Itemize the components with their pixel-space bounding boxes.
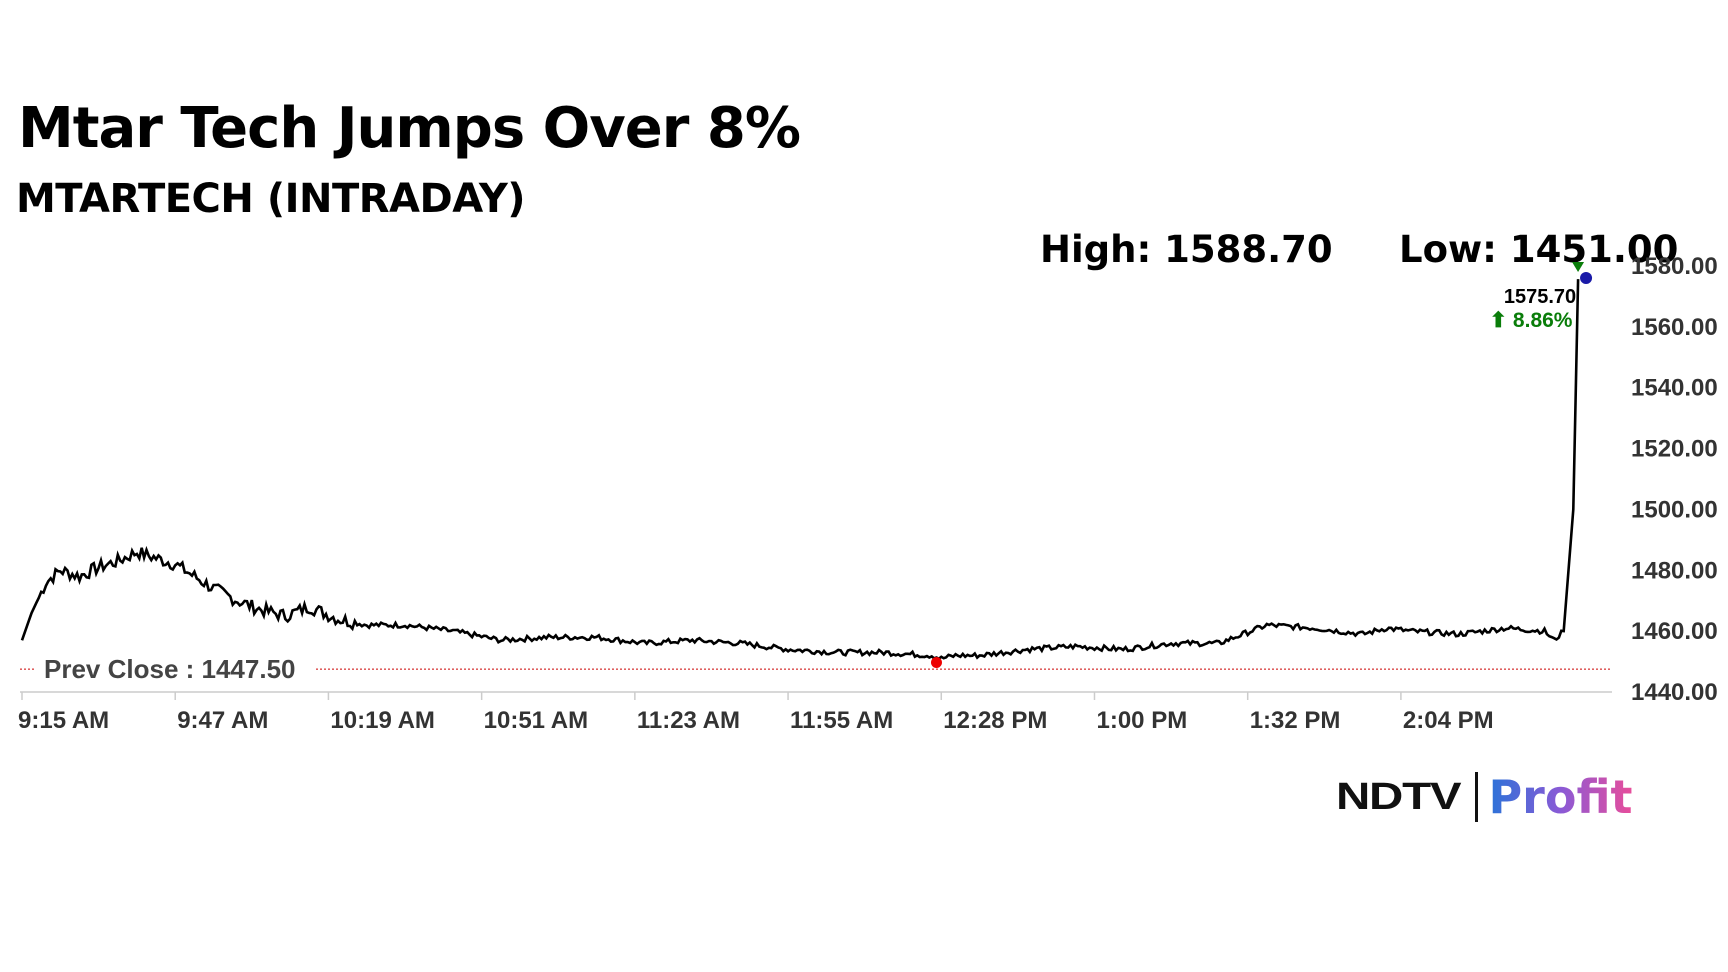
y-tick-label: 1460.00 bbox=[1631, 618, 1718, 645]
y-axis: 1440.00 1460.00 1480.00 1500.00 1520.00 1540.… bbox=[1631, 253, 1718, 706]
y-tick-label: 1580.00 bbox=[1631, 253, 1718, 280]
logo-ndtv-text: NDTV bbox=[1336, 775, 1462, 818]
logo-divider bbox=[1475, 772, 1479, 822]
x-tick-label: 9:15 AM bbox=[18, 707, 109, 734]
x-tick-label: 2:04 PM bbox=[1403, 707, 1494, 734]
prev-close-label: Prev Close : 1447.50 bbox=[44, 654, 296, 684]
day-high-marker bbox=[1572, 262, 1585, 272]
y-tick-label: 1540.00 bbox=[1631, 375, 1718, 402]
last-price-marker bbox=[1580, 272, 1593, 284]
chart-subtitle: MTARTECH (INTRADAY) bbox=[16, 176, 526, 222]
chart-title: Mtar Tech Jumps Over 8% bbox=[18, 96, 801, 161]
last-change-label: ⬆ 8.86% bbox=[1490, 309, 1573, 332]
y-tick-label: 1560.00 bbox=[1631, 314, 1718, 341]
y-tick-label: 1480.00 bbox=[1631, 557, 1718, 584]
x-tick-label: 12:28 PM bbox=[943, 707, 1047, 734]
y-tick-label: 1440.00 bbox=[1631, 679, 1718, 706]
x-axis: 9:15 AM 9:47 AM 10:19 AM 10:51 AM 11:23 AM 11… bbox=[18, 691, 1612, 734]
day-low-marker bbox=[930, 657, 942, 669]
y-tick-label: 1500.00 bbox=[1631, 496, 1718, 523]
x-tick-label: 1:32 PM bbox=[1250, 707, 1341, 734]
x-tick-label: 10:51 AM bbox=[484, 707, 588, 734]
prev-close-label-bg bbox=[34, 651, 316, 686]
x-tick-label: 11:55 AM bbox=[790, 707, 893, 734]
last-price-label: 1575.70 bbox=[1504, 286, 1576, 308]
x-tick-label: 9:47 AM bbox=[177, 707, 268, 734]
x-tick-label: 11:23 AM bbox=[637, 707, 740, 734]
low-label: Low: 1451.00 bbox=[1399, 228, 1679, 271]
ndtv-profit-logo: NDTV Profit bbox=[1336, 770, 1633, 826]
x-tick-label: 10:19 AM bbox=[330, 707, 434, 734]
y-tick-label: 1520.00 bbox=[1631, 436, 1718, 463]
price-series-line bbox=[20, 279, 1580, 661]
logo-profit-text: Profit bbox=[1488, 770, 1633, 824]
high-label: High: 1588.70 bbox=[1040, 228, 1333, 271]
x-tick-label: 1:00 PM bbox=[1096, 707, 1187, 734]
